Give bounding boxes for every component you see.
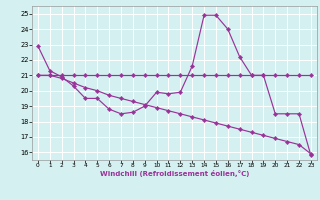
X-axis label: Windchill (Refroidissement éolien,°C): Windchill (Refroidissement éolien,°C) [100,170,249,177]
